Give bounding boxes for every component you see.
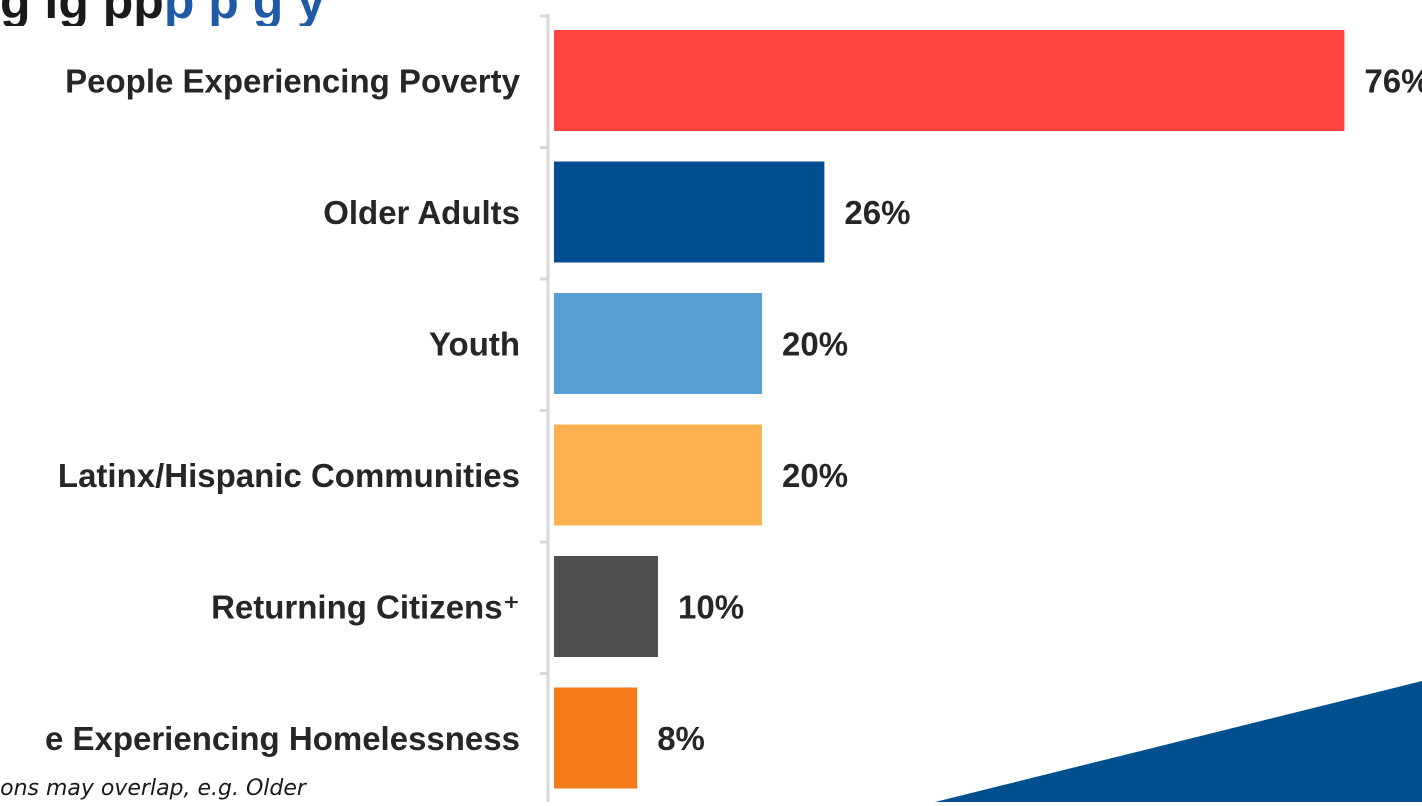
value-label-latinx-hispanic-communities: 20% bbox=[782, 457, 848, 494]
value-label-people-experiencing-poverty: 76% bbox=[1364, 63, 1422, 100]
bar-youth bbox=[554, 293, 762, 394]
category-label-older-adults: Older Adults bbox=[323, 194, 520, 231]
category-label-e-experiencing-homelessness: e Experiencing Homelessness bbox=[45, 720, 520, 757]
value-label-youth: 20% bbox=[782, 326, 848, 363]
category-label-youth: Youth bbox=[429, 326, 520, 363]
bar-e-experiencing-homelessness bbox=[554, 688, 637, 789]
value-label-older-adults: 26% bbox=[844, 194, 910, 231]
category-label-latinx-hispanic-communities: Latinx/Hispanic Communities bbox=[58, 457, 520, 494]
blue-corner-decoration bbox=[935, 681, 1422, 802]
value-label-e-experiencing-homelessness: 8% bbox=[657, 720, 705, 757]
bar-latinx-hispanic-communities bbox=[554, 425, 762, 526]
value-label-returning-citizens: 10% bbox=[678, 589, 744, 626]
category-label-returning-citizens: Returning Citizens⁺ bbox=[211, 589, 520, 626]
bar-older-adults bbox=[554, 162, 824, 263]
category-label-people-experiencing-poverty: People Experiencing Poverty bbox=[65, 63, 520, 100]
bar-returning-citizens bbox=[554, 556, 658, 657]
bar-people-experiencing-poverty bbox=[554, 30, 1344, 131]
